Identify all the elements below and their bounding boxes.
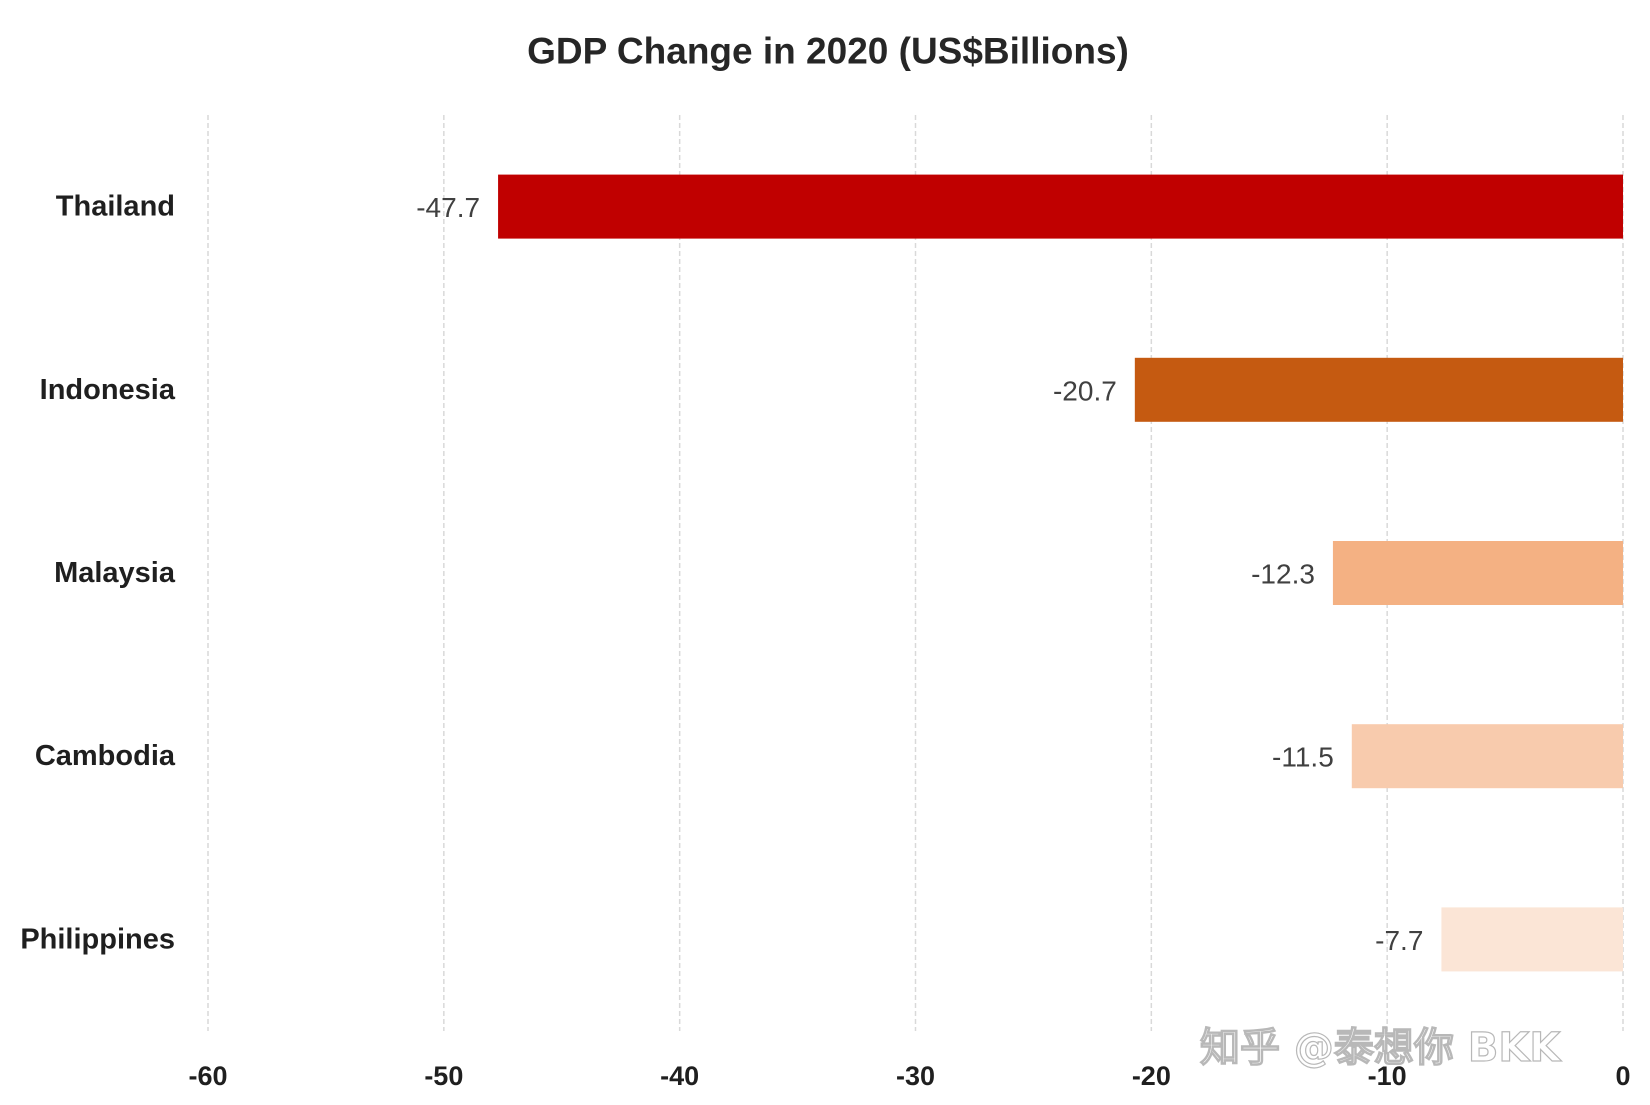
- bar-philippines: [1441, 907, 1623, 972]
- labels: Thailand -47.7 Indonesia -20.7 Malaysia -12.3…: [20, 191, 1423, 956]
- x-tick-label: -50: [424, 1061, 463, 1091]
- category-label-cambodia: Cambodia: [35, 740, 176, 772]
- bar-malaysia: [1332, 541, 1623, 605]
- x-tick-label: -20: [1132, 1061, 1171, 1091]
- bar-thailand: [498, 174, 1624, 239]
- data-label-philippines: -7.7: [1375, 925, 1423, 956]
- x-tick-label: -60: [188, 1061, 227, 1091]
- category-label-philippines: Philippines: [20, 923, 175, 955]
- category-label-indonesia: Indonesia: [40, 374, 176, 406]
- x-tick-label: -30: [896, 1061, 935, 1091]
- data-label-cambodia: -11.5: [1272, 742, 1334, 773]
- x-tick-label: 0: [1615, 1061, 1630, 1091]
- bar-indonesia: [1134, 357, 1623, 422]
- x-axis: -60 -50 -40 -30 -20 -10 0: [188, 1061, 1630, 1091]
- category-label-malaysia: Malaysia: [54, 557, 176, 589]
- chart-title: GDP Change in 2020 (US$Billions): [527, 31, 1129, 72]
- category-label-thailand: Thailand: [56, 191, 175, 223]
- bar-cambodia: [1351, 724, 1623, 789]
- x-tick-label: -10: [1368, 1061, 1407, 1091]
- bars: [498, 174, 1624, 972]
- x-tick-label: -40: [660, 1061, 699, 1091]
- data-label-indonesia: -20.7: [1053, 375, 1117, 406]
- data-label-malaysia: -12.3: [1251, 559, 1315, 590]
- data-label-thailand: -47.7: [416, 192, 480, 223]
- watermark-text: 知乎 @泰想你 BKK: [1200, 1025, 1562, 1071]
